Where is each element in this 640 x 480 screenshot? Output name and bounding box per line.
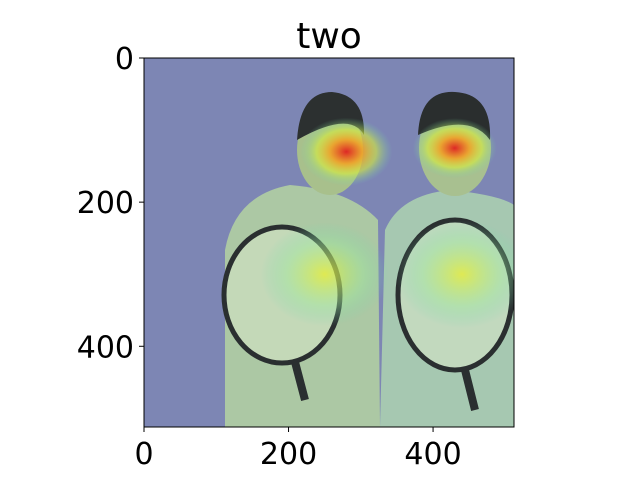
- hotspot: [300, 118, 392, 186]
- chart-title: two: [296, 16, 362, 57]
- y-tick-label: 400: [77, 330, 134, 365]
- x-tick-label: 0: [134, 437, 153, 472]
- plot-area: [144, 58, 528, 427]
- x-tick-label: 200: [260, 437, 317, 472]
- y-axis: 0 200 400: [77, 42, 144, 365]
- y-tick-label: 0: [115, 42, 134, 77]
- hotspot: [396, 220, 528, 328]
- x-axis: 0 200 400: [134, 427, 461, 472]
- x-tick-label: 400: [404, 437, 461, 472]
- hotspot: [413, 118, 497, 178]
- hotspot: [261, 222, 389, 326]
- y-tick-label: 200: [77, 186, 134, 221]
